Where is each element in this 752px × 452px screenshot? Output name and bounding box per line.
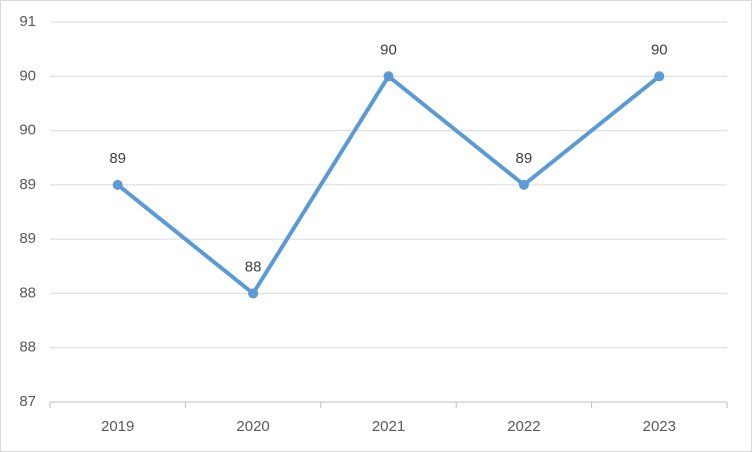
x-tick-label: 2023 [643,418,676,435]
data-label: 88 [245,258,262,275]
y-tick-label: 87 [19,393,36,410]
x-tick-label: 2021 [372,418,405,435]
y-tick-label: 88 [19,339,36,356]
y-tick-label: 90 [19,67,36,84]
data-point [383,71,394,82]
data-point [518,179,529,190]
data-label: 90 [380,41,397,58]
y-tick-label: 89 [19,230,36,247]
y-tick-label: 91 [19,13,36,30]
x-tick-label: 2020 [236,418,269,435]
data-point [654,71,665,82]
y-tick-label: 90 [19,122,36,139]
y-tick-label: 88 [19,284,36,301]
data-label: 90 [651,41,668,58]
x-tick-label: 2019 [101,418,134,435]
data-label: 89 [516,150,533,167]
data-point [248,288,259,299]
data-label: 89 [109,150,126,167]
x-tick-label: 2022 [507,418,540,435]
data-point [112,179,123,190]
y-tick-label: 89 [19,176,36,193]
